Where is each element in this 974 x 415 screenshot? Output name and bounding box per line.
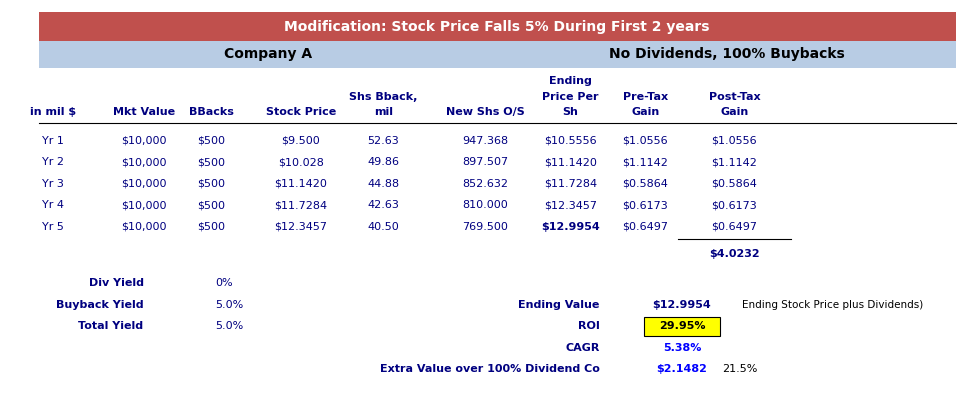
Text: 897.507: 897.507 xyxy=(462,157,508,167)
Text: Gain: Gain xyxy=(631,107,659,117)
Text: $10,000: $10,000 xyxy=(121,222,167,232)
Text: Gain: Gain xyxy=(720,107,749,117)
Text: $500: $500 xyxy=(198,200,226,210)
Text: 5.38%: 5.38% xyxy=(663,343,701,353)
Text: Yr 1: Yr 1 xyxy=(43,136,64,146)
Text: 52.63: 52.63 xyxy=(367,136,399,146)
Text: 42.63: 42.63 xyxy=(367,200,399,210)
Text: New Shs O/S: New Shs O/S xyxy=(446,107,524,117)
FancyBboxPatch shape xyxy=(39,41,955,68)
Text: $12.9954: $12.9954 xyxy=(653,300,711,310)
Text: $500: $500 xyxy=(198,222,226,232)
Text: Total Yield: Total Yield xyxy=(79,321,143,331)
Text: $12.3457: $12.3457 xyxy=(543,200,597,210)
Text: Div Yield: Div Yield xyxy=(89,278,143,288)
Text: 810.000: 810.000 xyxy=(463,200,508,210)
Text: Yr 3: Yr 3 xyxy=(43,179,64,189)
Text: $10.5556: $10.5556 xyxy=(544,136,597,146)
Text: $11.7284: $11.7284 xyxy=(543,179,597,189)
Text: 40.50: 40.50 xyxy=(367,222,399,232)
Text: $0.5864: $0.5864 xyxy=(711,179,758,189)
Text: $10,000: $10,000 xyxy=(121,200,167,210)
Text: 21.5%: 21.5% xyxy=(723,364,758,374)
Text: $2.1482: $2.1482 xyxy=(656,364,707,374)
Text: 0%: 0% xyxy=(215,278,233,288)
Text: in mil $: in mil $ xyxy=(30,107,76,117)
Text: $10,000: $10,000 xyxy=(121,157,167,167)
Text: 44.88: 44.88 xyxy=(367,179,399,189)
Text: $12.9954: $12.9954 xyxy=(542,222,600,232)
Text: $500: $500 xyxy=(198,157,226,167)
Text: $0.6497: $0.6497 xyxy=(622,222,668,232)
Text: Yr 2: Yr 2 xyxy=(42,157,64,167)
Text: Modification: Stock Price Falls 5% During First 2 years: Modification: Stock Price Falls 5% Durin… xyxy=(284,20,710,34)
Text: $9.500: $9.500 xyxy=(281,136,320,146)
FancyBboxPatch shape xyxy=(39,12,955,41)
Text: Ending: Ending xyxy=(549,76,592,86)
Text: $500: $500 xyxy=(198,179,226,189)
Text: Ending Stock Price plus Dividends): Ending Stock Price plus Dividends) xyxy=(742,300,923,310)
Text: Buyback Yield: Buyback Yield xyxy=(56,300,143,310)
Text: Ending Value: Ending Value xyxy=(518,300,600,310)
Text: $1.1142: $1.1142 xyxy=(622,157,668,167)
Text: 769.500: 769.500 xyxy=(462,222,508,232)
Text: Pre-Tax: Pre-Tax xyxy=(622,92,668,102)
Text: 947.368: 947.368 xyxy=(462,136,508,146)
Text: Sh: Sh xyxy=(563,107,579,117)
Text: 29.95%: 29.95% xyxy=(658,321,705,331)
Text: $11.1420: $11.1420 xyxy=(544,157,597,167)
Text: 852.632: 852.632 xyxy=(462,179,508,189)
Text: Mkt Value: Mkt Value xyxy=(113,107,174,117)
Text: $11.1420: $11.1420 xyxy=(275,179,327,189)
Text: $10,000: $10,000 xyxy=(121,179,167,189)
Text: $1.0556: $1.0556 xyxy=(712,136,757,146)
Text: $1.0556: $1.0556 xyxy=(622,136,668,146)
Text: $11.7284: $11.7284 xyxy=(274,200,327,210)
Text: $0.6173: $0.6173 xyxy=(712,200,757,210)
Text: BBacks: BBacks xyxy=(189,107,234,117)
Text: 5.0%: 5.0% xyxy=(215,321,244,331)
Text: Yr 4: Yr 4 xyxy=(42,200,64,210)
Text: $10.028: $10.028 xyxy=(278,157,323,167)
Text: Extra Value over 100% Dividend Co: Extra Value over 100% Dividend Co xyxy=(380,364,600,374)
Text: ROI: ROI xyxy=(578,321,600,331)
Text: Post-Tax: Post-Tax xyxy=(708,92,761,102)
FancyBboxPatch shape xyxy=(644,317,720,336)
Text: mil: mil xyxy=(374,107,393,117)
Text: $0.6173: $0.6173 xyxy=(622,200,668,210)
Text: Stock Price: Stock Price xyxy=(266,107,336,117)
Text: Company A: Company A xyxy=(224,47,312,61)
Text: Shs Bback,: Shs Bback, xyxy=(349,92,418,102)
Text: $1.1142: $1.1142 xyxy=(711,157,758,167)
Text: $0.6497: $0.6497 xyxy=(711,222,758,232)
Text: Yr 5: Yr 5 xyxy=(43,222,64,232)
Text: CAGR: CAGR xyxy=(565,343,600,353)
Text: $12.3457: $12.3457 xyxy=(275,222,327,232)
Text: $500: $500 xyxy=(198,136,226,146)
Text: 5.0%: 5.0% xyxy=(215,300,244,310)
Text: $0.5864: $0.5864 xyxy=(622,179,668,189)
Text: 49.86: 49.86 xyxy=(367,157,399,167)
Text: $4.0232: $4.0232 xyxy=(709,249,760,259)
Text: Price Per: Price Per xyxy=(543,92,599,102)
Text: No Dividends, 100% Buybacks: No Dividends, 100% Buybacks xyxy=(609,47,844,61)
Text: $10,000: $10,000 xyxy=(121,136,167,146)
